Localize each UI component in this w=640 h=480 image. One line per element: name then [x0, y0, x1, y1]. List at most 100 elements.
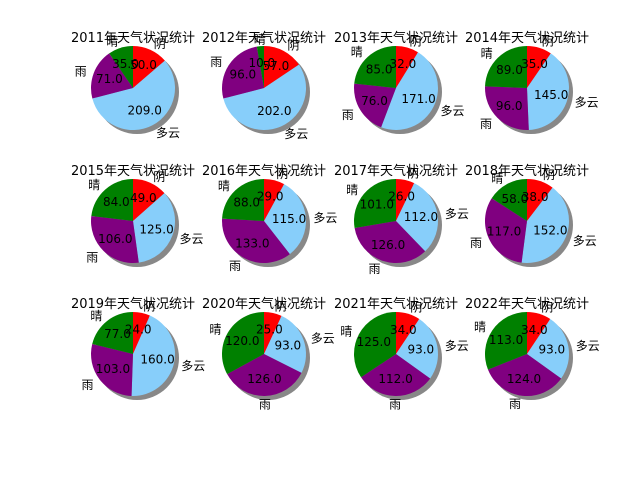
- slice-category-label: 晴: [88, 178, 100, 192]
- slice-value-label: 24.0: [125, 322, 152, 336]
- slice-category-label: 多云: [445, 339, 469, 353]
- slice-category-label: 晴: [474, 320, 486, 334]
- pie-slice-阴: [396, 312, 420, 354]
- pie-chart-2015年天气状况统计: 2015年天气状况统计 49.0 阴 125.0 多云 106.0雨 84.0晴: [71, 163, 204, 267]
- slice-value-label: 10.0: [248, 56, 275, 70]
- slice-value-label: 77.0: [104, 327, 131, 341]
- pie-slice-晴: [354, 312, 396, 378]
- slice-category-label: 阴: [275, 300, 287, 314]
- slice-value-label: 84.0: [103, 195, 130, 209]
- pie-slice-阴: [527, 312, 551, 354]
- slice-category-label: 阴: [543, 168, 555, 182]
- slice-category-label: 晴: [351, 45, 363, 59]
- slice-value-label: 88.0: [233, 196, 260, 210]
- chart-title: 2011年天气状况统计: [71, 30, 195, 46]
- slice-value-label: 103.0: [96, 362, 130, 376]
- pie-slice-雨: [91, 343, 133, 396]
- chart-title: 2017年天气状况统计: [334, 163, 458, 179]
- slice-category-label: 晴: [481, 46, 493, 60]
- slice-category-label: 雨: [480, 117, 492, 131]
- pie-slice-晴: [485, 45, 527, 88]
- slice-category-label: 阴: [287, 38, 299, 52]
- chart-title: 2016年天气状况统计: [202, 163, 326, 179]
- slice-category-label: 多云: [156, 126, 180, 140]
- slice-category-label: 多云: [311, 332, 335, 346]
- slice-value-label: 125.0: [139, 223, 173, 237]
- chart-title: 2020年天气状况统计: [202, 296, 326, 312]
- slice-value-label: 126.0: [371, 238, 405, 252]
- pie-slice-多云: [527, 53, 569, 130]
- pie-chart-2011年天气状况统计: 2011年天气状况统计 50.0 阴 209.0 多云 71.0 雨 35.0 晴: [71, 30, 195, 140]
- pie-chart-2016年天气状况统计: 2016年天气状况统计 29.0 阴 115.0 多云 133.0 雨 88.0晴: [202, 163, 337, 273]
- pie-slice-多云: [264, 184, 306, 255]
- slice-category-label: 多云: [284, 127, 308, 141]
- slice-category-label: 多云: [573, 234, 597, 248]
- pie-slice-阴: [133, 179, 165, 221]
- slice-category-label: 阴: [143, 300, 155, 314]
- pie-chart-2019年天气状况统计: 2019年天气状况统计 24.0 阴 160.0 多云 103.0雨 77.0晴: [71, 296, 205, 400]
- pie-slice-阴: [527, 179, 553, 221]
- slice-value-label: 35.0: [521, 57, 548, 71]
- pie-slice-晴: [353, 179, 396, 229]
- pie-slice-雨: [487, 354, 562, 397]
- slice-category-label: 雨: [229, 259, 241, 273]
- pie-slice-多云: [133, 193, 176, 263]
- slice-category-label: 雨: [389, 398, 401, 412]
- slice-value-label: 106.0: [98, 232, 132, 246]
- slice-category-label: 晴: [90, 309, 102, 323]
- slice-value-label: 89.0: [496, 63, 523, 77]
- slice-value-label: 202.0: [257, 104, 291, 118]
- slice-value-label: 93.0: [274, 339, 301, 353]
- slice-value-label: 126.0: [247, 372, 281, 386]
- slice-value-label: 101.0: [360, 198, 394, 212]
- slice-category-label: 雨: [368, 262, 380, 276]
- slice-value-label: 25.0: [256, 322, 283, 336]
- slice-category-label: 阴: [154, 37, 166, 51]
- pie-slice-多云: [521, 187, 570, 264]
- slice-value-label: 120.0: [225, 334, 259, 348]
- pie-chart-2014年天气状况统计: 2014年天气状况统计 35.0 阴 145.0 多云 96.0 雨 89.0晴: [465, 30, 599, 134]
- chart-title: 2015年天气状况统计: [71, 163, 195, 179]
- chart-title: 2013年天气状况统计: [334, 30, 458, 46]
- pie-slice-阴: [264, 312, 282, 354]
- slice-value-label: 112.0: [404, 210, 438, 224]
- slice-category-label: 多云: [180, 232, 204, 246]
- slice-value-label: 124.0: [507, 372, 541, 386]
- pie-chart-2012年天气状况统计: 2012年天气状况统计 57.0 阴 202.0 多云 96.0 雨 10.0 晴: [202, 30, 326, 141]
- slice-category-label: 多云: [313, 211, 337, 225]
- pie-chart-2018年天气状况统计: 2018年天气状况统计 38.0 阴 152.0 多云 117.0 雨 58.0 晴: [465, 163, 597, 267]
- slice-category-label: 阴: [542, 35, 554, 49]
- pie-slice-雨: [354, 83, 396, 128]
- pie-slice-多云: [396, 319, 438, 379]
- pie-slice-晴: [256, 46, 264, 88]
- slice-value-label: 34.0: [390, 323, 417, 337]
- chart-title: 2021年天气状况统计: [334, 296, 458, 312]
- slice-value-label: 113.0: [489, 333, 523, 347]
- slice-category-label: 雨: [210, 55, 222, 69]
- slice-value-label: 133.0: [235, 236, 269, 250]
- pie-slice-多云: [396, 183, 439, 252]
- chart-title: 2022年天气状况统计: [465, 296, 589, 312]
- pie-slice-雨: [484, 198, 527, 263]
- slice-value-label: 26.0: [388, 189, 415, 203]
- slice-category-label: 雨: [509, 397, 521, 411]
- pie-slice-雨: [484, 86, 529, 130]
- slice-value-label: 209.0: [128, 103, 162, 117]
- chart-title: 2018年天气状况统计: [465, 163, 589, 179]
- slice-category-label: 雨: [81, 378, 93, 392]
- pie-slice-雨: [91, 53, 133, 99]
- slice-category-label: 阴: [410, 301, 422, 315]
- slice-value-label: 32.0: [390, 57, 417, 71]
- pie-slice-多云: [381, 52, 438, 130]
- pie-slice-阴: [396, 179, 415, 221]
- slice-value-label: 96.0: [496, 99, 523, 113]
- slice-category-label: 阴: [276, 167, 288, 181]
- pie-slice-晴: [221, 311, 264, 375]
- pie-chart-2022年天气状况统计: 2022年天气状况统计 34.0 阴 93.0 多云 124.0 雨 113.0晴: [465, 296, 600, 411]
- slice-value-label: 115.0: [272, 212, 306, 226]
- pie-slice-雨: [354, 221, 426, 264]
- slice-category-label: 阴: [153, 170, 165, 184]
- pie-slice-晴: [491, 179, 527, 221]
- slice-value-label: 171.0: [401, 92, 435, 106]
